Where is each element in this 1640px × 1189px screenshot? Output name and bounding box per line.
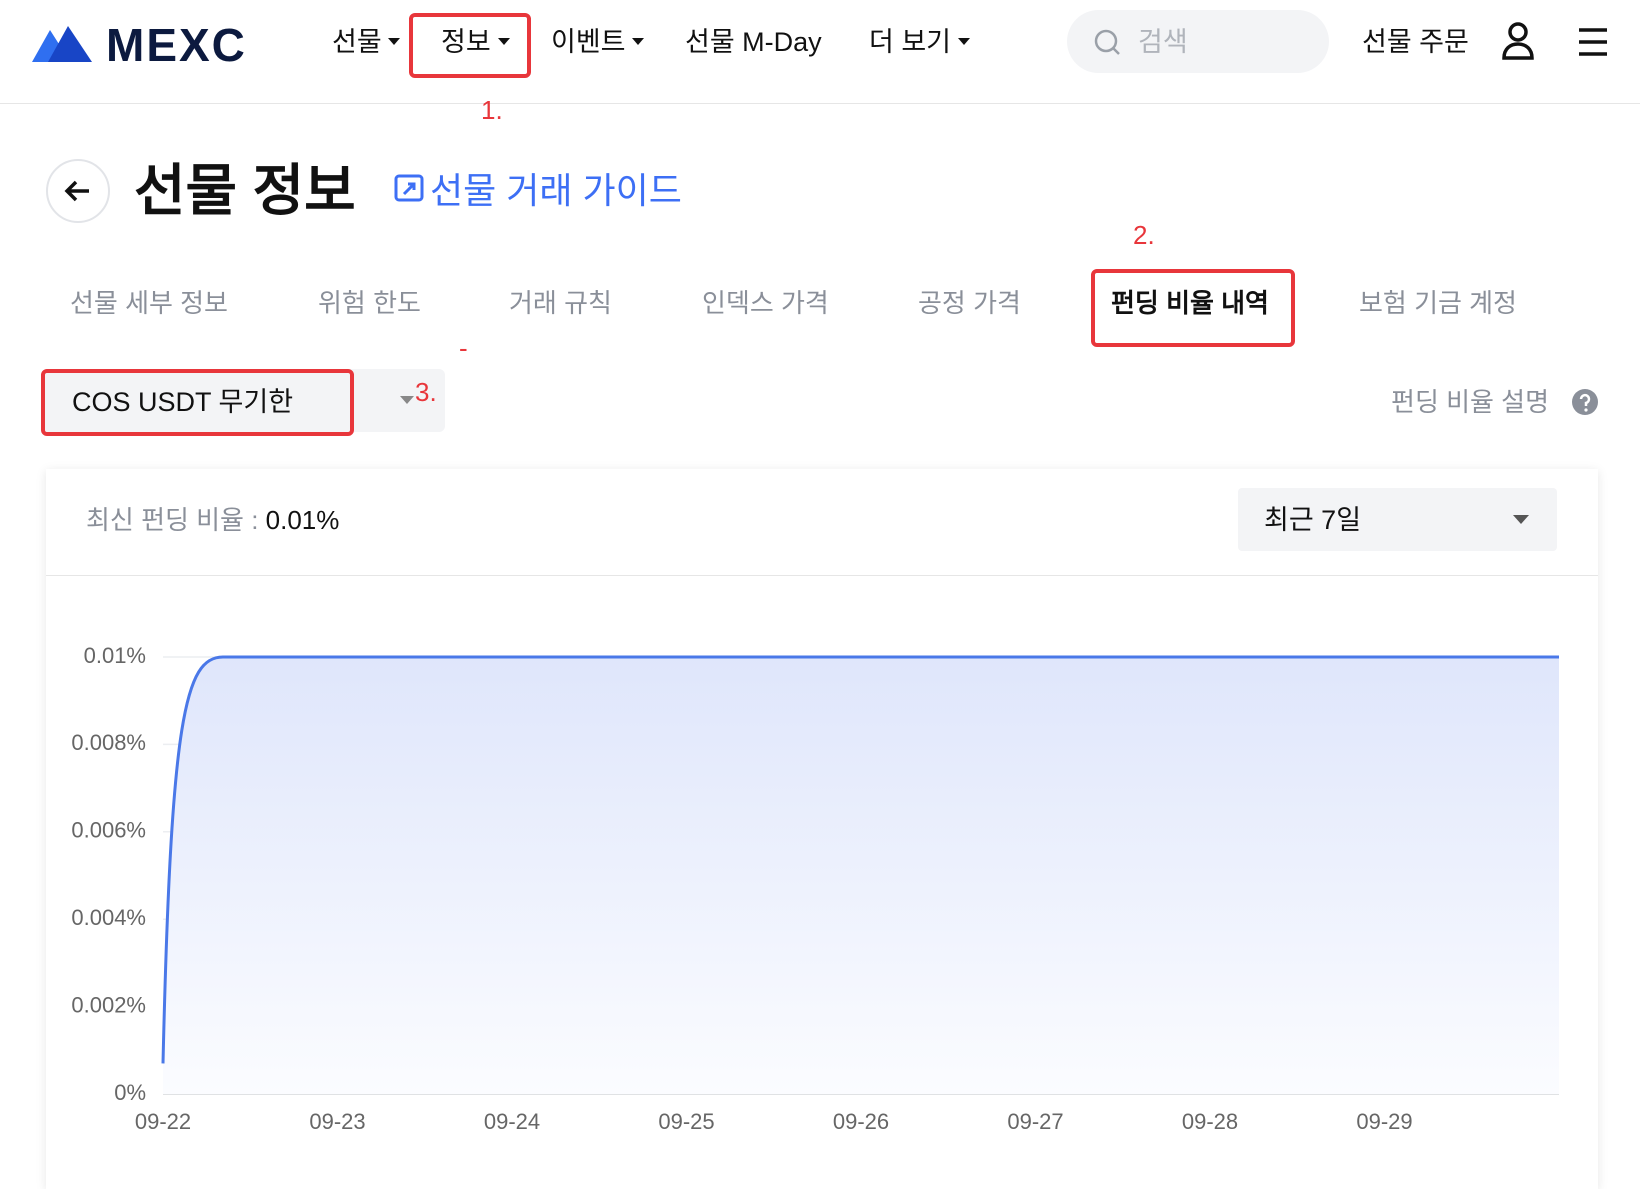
latest-value: 0.01%: [265, 505, 340, 535]
range-caret: [1513, 515, 1529, 524]
y-tick-label: 0.008%: [71, 730, 146, 755]
nav-item[interactable]: 선물: [332, 27, 382, 57]
guide-link[interactable]: 선물 거래 가이드: [430, 170, 682, 211]
area-fill: [163, 657, 1559, 1094]
tab[interactable]: 위험 한도: [318, 288, 421, 318]
x-tick-label: 09-27: [1007, 1109, 1063, 1134]
guide-icon: [394, 174, 424, 202]
y-tick-label: 0.01%: [84, 643, 146, 668]
x-tick-label: 09-28: [1182, 1109, 1238, 1134]
annotation: -: [459, 333, 468, 363]
header: [0, 0, 1640, 104]
y-tick-label: 0.002%: [71, 992, 146, 1017]
annotation: 2.: [1133, 220, 1155, 250]
nav-item[interactable]: 더 보기: [869, 27, 952, 57]
logo-icon: [32, 26, 92, 62]
annotation: 3.: [415, 377, 437, 407]
highlight-box: [1091, 269, 1295, 347]
help-icon[interactable]: [1571, 388, 1599, 416]
selector-caret: [400, 396, 414, 404]
help-link[interactable]: 펀딩 비율 설명: [1391, 387, 1549, 417]
x-tick-label: 09-23: [309, 1109, 365, 1134]
tab[interactable]: 공정 가격: [918, 288, 1021, 318]
x-tick-label: 09-29: [1356, 1109, 1412, 1134]
tab[interactable]: 인덱스 가격: [702, 288, 829, 318]
y-tick-label: 0.004%: [71, 905, 146, 930]
tab[interactable]: 보험 기금 계정: [1359, 288, 1517, 318]
range-text: 최근 7일: [1264, 505, 1362, 535]
nav-item[interactable]: 정보: [441, 27, 491, 57]
x-tick-label: 09-26: [833, 1109, 889, 1134]
panel-divider: [46, 575, 1598, 576]
search-box[interactable]: [1067, 10, 1329, 73]
annotation: 1.: [481, 95, 503, 125]
chart: 0% 0.002% 0.004% 0.006% 0.008% 0.01% 09-22 09-2…: [71, 643, 1559, 1134]
line: [161, 655, 1559, 1064]
search-placeholder: 검색: [1138, 27, 1188, 57]
search-icon: [1094, 29, 1120, 55]
latest-label: 최신 펀딩 비율 : 0.01%: [86, 500, 339, 540]
logo-text[interactable]: MEXC: [106, 19, 247, 71]
tab[interactable]: 거래 규칙: [509, 288, 612, 318]
page-title: 선물 정보: [134, 159, 356, 222]
nav-carets: [388, 38, 970, 45]
x-tick-label: 09-25: [658, 1109, 714, 1134]
order-link[interactable]: 선물 주문: [1362, 27, 1469, 57]
contract-selector[interactable]: [42, 369, 445, 432]
tab[interactable]: 펀딩 비율 내역: [1111, 288, 1269, 318]
latest-label-text: 최신 펀딩 비율 :: [86, 505, 259, 535]
range-dropdown[interactable]: [1238, 488, 1557, 551]
selector-text: COS USDT 무기한: [72, 387, 294, 417]
x-tick-label: 09-22: [135, 1109, 191, 1134]
y-tick-label: 0%: [114, 1080, 146, 1105]
header-icons[interactable]: [1500, 20, 1620, 64]
highlight-box: [41, 369, 354, 436]
y-tick-label: 0.006%: [71, 818, 146, 843]
x-tick-label: 09-24: [484, 1109, 540, 1134]
tab[interactable]: 선물 세부 정보: [70, 288, 228, 318]
nav-item[interactable]: 이벤트: [551, 27, 626, 57]
highlight-box: [409, 13, 531, 78]
nav-item[interactable]: 선물 M-Day: [685, 27, 822, 57]
back-button[interactable]: [45, 158, 111, 224]
